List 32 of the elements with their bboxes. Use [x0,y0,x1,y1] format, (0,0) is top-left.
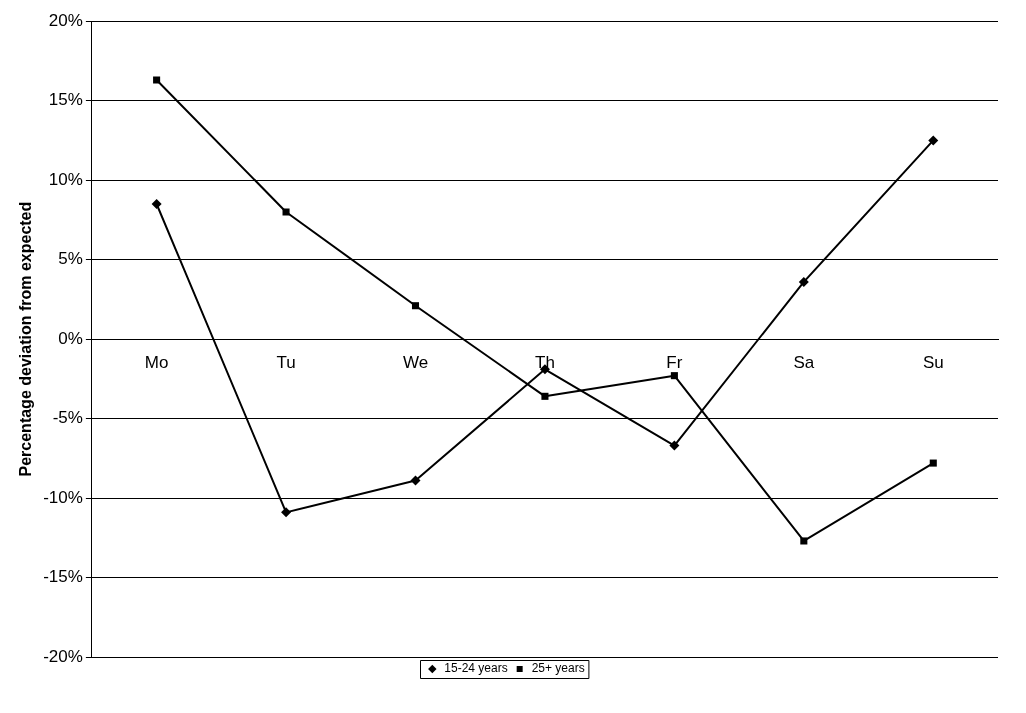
x-tick-label: Mo [144,352,169,372]
y-tick-label: -20% [43,646,83,666]
x-tick-label: Su [922,352,944,372]
y-axis-title: Percentage deviation from expected [17,201,35,477]
point [281,507,292,518]
point [541,392,549,400]
point [669,440,680,451]
point [670,372,678,380]
point [151,198,162,209]
x-tick-label: Sa [793,352,815,372]
point [410,475,421,486]
x-tick-label: Th [535,352,555,372]
legend-label: 15-24 years [444,661,508,676]
y-tick-label: 15% [48,90,83,110]
point [929,459,937,467]
point [928,135,939,146]
y-tick-label: 5% [58,249,83,269]
y-tick-label: 0% [58,328,83,348]
y-tick-label: 20% [48,10,83,30]
x-tick-label: Fr [666,352,683,372]
x-tick-label: Tu [276,352,296,372]
legend-label: 25+ years [531,661,585,676]
x-tick-label: We [402,352,429,372]
y-tick-label: -10% [43,487,83,507]
point [800,537,808,545]
point [411,302,420,310]
y-tick-label: -5% [52,408,83,428]
point [282,208,290,216]
y-tick-label: -15% [43,567,83,587]
point [153,76,161,84]
point [798,276,809,287]
y-tick-label: 10% [48,169,83,189]
